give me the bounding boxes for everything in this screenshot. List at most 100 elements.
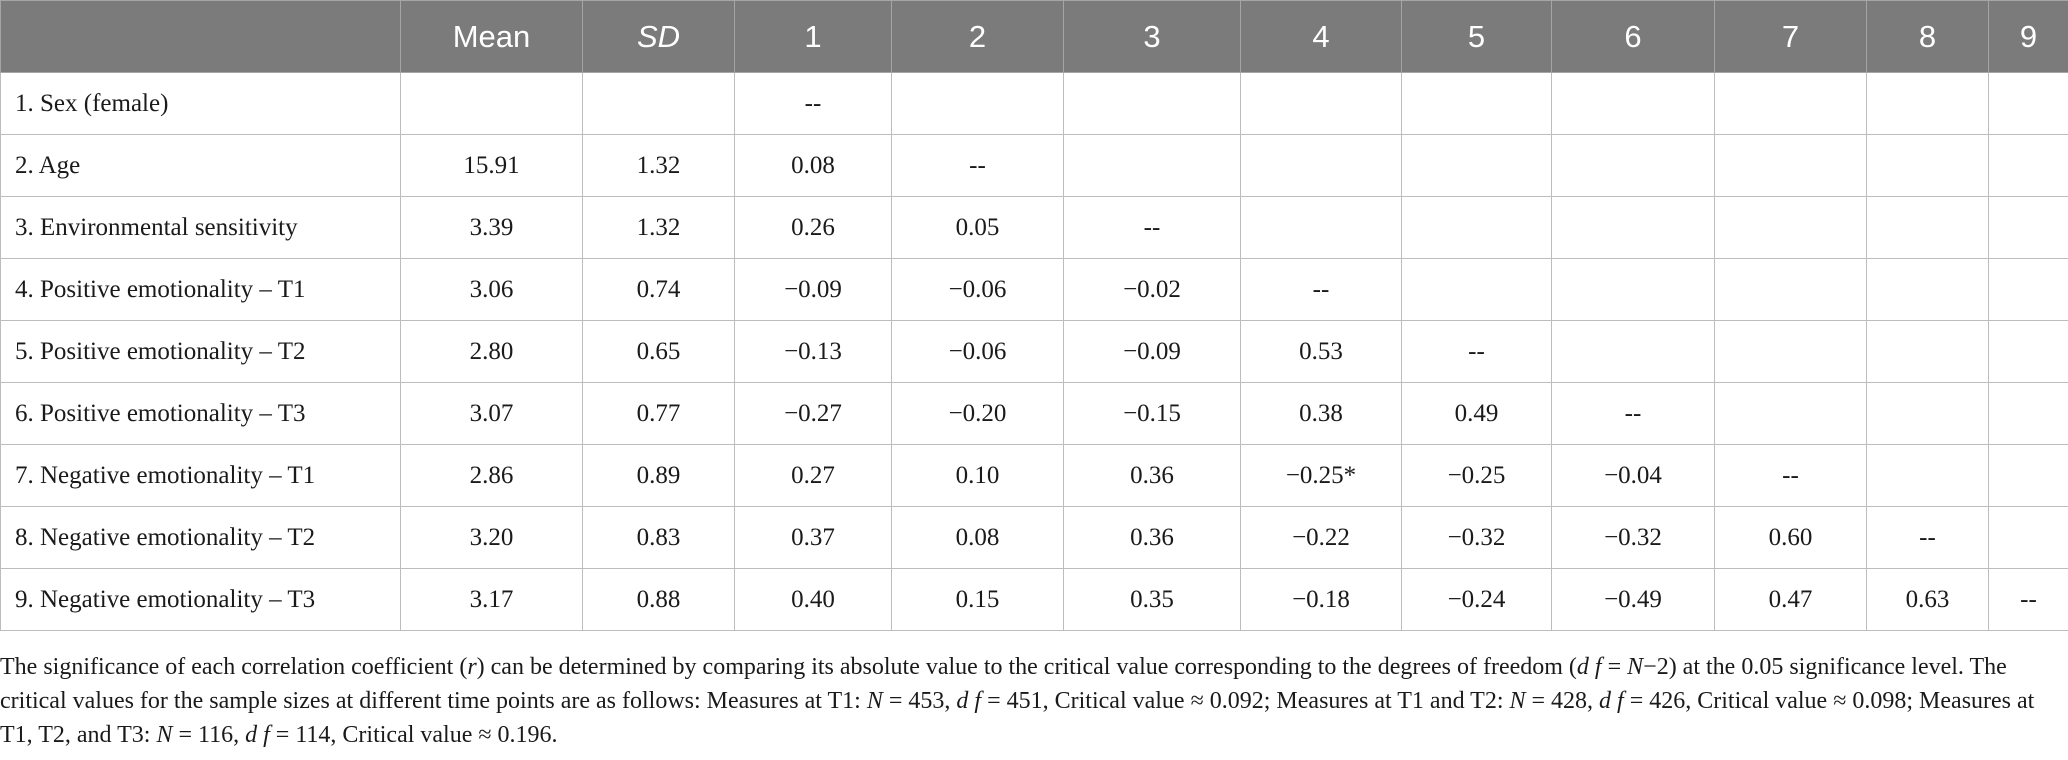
table-row: 1. Sex (female) -- [0,72,2068,135]
correlation-cell [1866,134,1989,197]
correlation-cell [1551,196,1715,259]
correlation-cell [1988,382,2068,445]
correlation-cell [1240,134,1402,197]
mean-cell: 3.39 [400,196,583,259]
note-text: = 453, [882,688,957,714]
header-cell-col-1: 1 [734,0,892,73]
correlation-cell: -- [734,72,892,135]
mean-cell: 15.91 [400,134,583,197]
variable-label: 2. Age [0,134,401,197]
correlation-cell: −0.25* [1240,444,1402,507]
correlation-cell: 0.53 [1240,320,1402,383]
correlation-cell [1401,134,1552,197]
note-text: = 114, Critical value ≈ 0.196. [269,722,558,748]
mean-cell: 3.07 [400,382,583,445]
correlation-cell: -- [1988,568,2068,631]
header-cell-col-3: 3 [1063,0,1241,73]
correlation-cell: −0.09 [1063,320,1241,383]
mean-cell: 2.80 [400,320,583,383]
correlation-cell [1866,320,1989,383]
correlation-cell: 0.40 [734,568,892,631]
variable-label: 7. Negative emotionality – T1 [0,444,401,507]
correlation-cell: 0.15 [891,568,1064,631]
header-cell-col-9: 9 [1988,0,2068,73]
correlation-cell: −0.15 [1063,382,1241,445]
header-cell-col-7: 7 [1714,0,1867,73]
correlation-cell: 0.08 [891,506,1064,569]
header-cell-col-6: 6 [1551,0,1715,73]
correlation-cell [1240,196,1402,259]
correlation-cell: 0.37 [734,506,892,569]
variable-label: 9. Negative emotionality – T3 [0,568,401,631]
correlation-cell: 0.36 [1063,444,1241,507]
header-cell-col-4: 4 [1240,0,1402,73]
correlation-cell: −0.09 [734,258,892,321]
correlation-cell: 0.10 [891,444,1064,507]
sd-cell: 0.88 [582,568,735,631]
sd-cell: 1.32 [582,134,735,197]
note-text: The significance of each correlation coe… [0,654,468,680]
correlation-cell: −0.04 [1551,444,1715,507]
correlation-cell: 0.05 [891,196,1064,259]
header-row: Mean SD 1 2 3 4 5 6 7 8 9 [0,0,2068,73]
correlation-cell [1714,134,1867,197]
correlation-cell: −0.06 [891,258,1064,321]
header-cell-mean: Mean [400,0,583,73]
correlation-cell [1401,72,1552,135]
correlation-cell: 0.38 [1240,382,1402,445]
correlation-cell [1866,258,1989,321]
note-text: = 116, [172,722,246,748]
correlation-cell [1988,444,2068,507]
correlation-cell: −0.27 [734,382,892,445]
sd-cell [582,72,735,135]
variable-label: 5. Positive emotionality – T2 [0,320,401,383]
correlation-cell: −0.32 [1551,506,1715,569]
correlation-cell [1988,72,2068,135]
note-r-symbol: r [467,654,477,680]
note-text: = 426, Critical value ≈ 0.098; Measures … [0,688,2035,748]
correlation-cell: −0.24 [1401,568,1552,631]
table-row: 6. Positive emotionality – T3 3.07 0.77 −0.… [0,382,2068,445]
correlation-cell: 0.26 [734,196,892,259]
note-text: = [1601,654,1628,680]
correlation-cell: −0.06 [891,320,1064,383]
correlation-cell [1714,320,1867,383]
correlation-cell: -- [1063,196,1241,259]
mean-cell [400,72,583,135]
sd-cell: 0.74 [582,258,735,321]
correlation-cell: −0.22 [1240,506,1402,569]
note-df-symbol: d f [1599,688,1624,714]
correlation-cell: 0.36 [1063,506,1241,569]
correlation-cell [1988,196,2068,259]
correlation-cell [1866,196,1989,259]
variable-label: 1. Sex (female) [0,72,401,135]
table-row: 2. Age 15.91 1.32 0.08 -- [0,134,2068,197]
correlation-cell: −0.13 [734,320,892,383]
correlation-cell [1988,506,2068,569]
correlation-cell: 0.47 [1714,568,1867,631]
correlation-cell: -- [1551,382,1715,445]
note-df-symbol: d f [956,688,982,714]
sd-cell: 1.32 [582,196,735,259]
correlation-cell [1063,72,1241,135]
note-df-symbol: d f [245,722,270,748]
correlation-table-container: Mean SD 1 2 3 4 5 6 7 8 9 1. Sex (female) -- 2. Age 1… [0,0,2068,631]
header-cell-col-8: 8 [1866,0,1989,73]
sd-cell: 0.83 [582,506,735,569]
table-row: 3. Environmental sensitivity 3.39 1.32 0.26… [0,196,2068,259]
correlation-cell [1714,258,1867,321]
header-cell-col-2: 2 [891,0,1064,73]
note-text: −2) at the 0.05 significance level. The … [0,654,2007,714]
note-n-symbol: N [866,688,883,714]
sd-cell: 0.89 [582,444,735,507]
correlation-cell [1240,72,1402,135]
note-n-symbol: N [156,722,173,748]
correlation-cell [1866,72,1989,135]
correlation-cell [1988,320,2068,383]
note-n-symbol: N [1627,654,1644,680]
table-row: 8. Negative emotionality – T2 3.20 0.83 0.3… [0,506,2068,569]
correlation-cell [1401,258,1552,321]
correlation-cell [1401,196,1552,259]
correlation-cell [1988,258,2068,321]
correlation-cell [1714,382,1867,445]
